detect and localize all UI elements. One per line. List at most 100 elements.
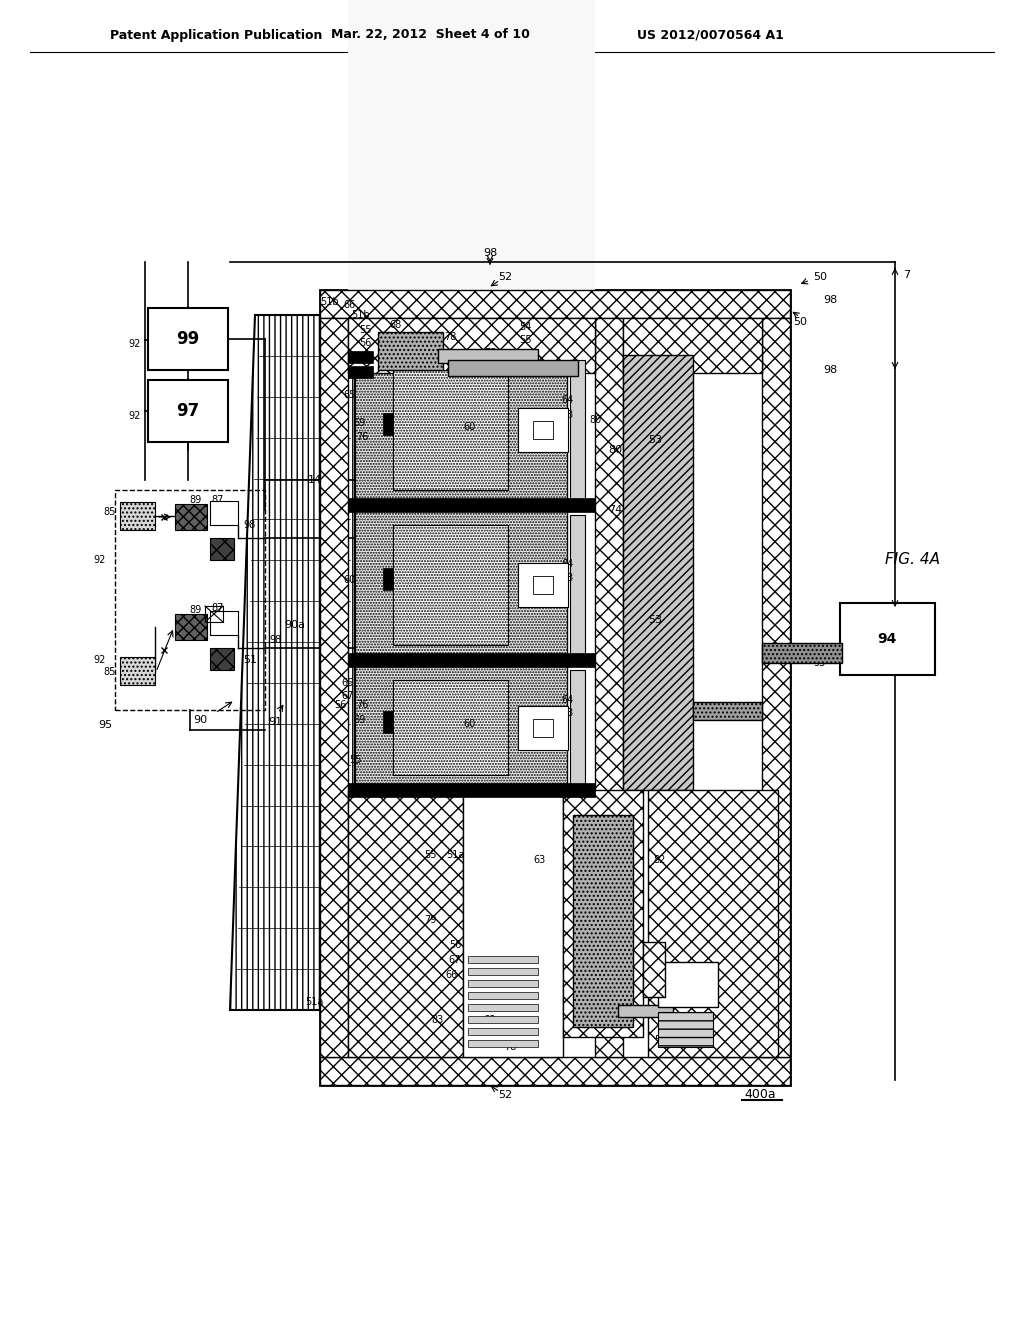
Text: 66: 66 — [445, 970, 458, 979]
Bar — [148, 380, 228, 442]
Bar — [210, 648, 234, 671]
Bar — [468, 956, 538, 964]
Text: 52: 52 — [498, 272, 512, 282]
Polygon shape — [230, 315, 355, 1010]
Bar — [120, 502, 155, 531]
Bar — [348, 0, 595, 355]
Bar — [468, 1016, 538, 1023]
Bar — [348, 351, 373, 363]
Text: 69: 69 — [354, 715, 367, 725]
Text: 76: 76 — [355, 700, 369, 710]
Bar — [175, 504, 207, 531]
Text: 80: 80 — [589, 414, 601, 425]
Text: 56: 56 — [358, 338, 371, 348]
Text: 90a: 90a — [285, 620, 305, 630]
Bar — [840, 603, 935, 675]
Text: 55: 55 — [519, 335, 531, 345]
Bar — [348, 510, 567, 660]
Text: 87: 87 — [212, 603, 224, 612]
Text: 76: 76 — [355, 432, 369, 442]
Text: 81: 81 — [589, 875, 601, 884]
Bar — [468, 993, 538, 999]
Text: 98: 98 — [823, 366, 838, 375]
Bar — [658, 1012, 713, 1047]
Bar — [348, 355, 567, 506]
Text: 55: 55 — [424, 850, 436, 861]
Text: 84: 84 — [624, 1015, 636, 1026]
Text: 54: 54 — [519, 322, 531, 333]
Text: 87: 87 — [212, 495, 224, 506]
Bar — [378, 333, 443, 370]
Bar — [468, 1028, 538, 1035]
Text: 51: 51 — [243, 655, 257, 665]
Text: 53: 53 — [653, 1035, 667, 1045]
Bar — [175, 614, 207, 640]
Text: 92: 92 — [129, 411, 141, 421]
Text: 88: 88 — [212, 627, 224, 638]
Bar — [623, 355, 693, 789]
Bar — [319, 290, 790, 318]
Bar — [348, 665, 567, 789]
Text: 66: 66 — [344, 300, 356, 310]
Text: 80: 80 — [608, 445, 622, 455]
Bar — [348, 366, 373, 378]
Text: 69: 69 — [354, 418, 367, 428]
Bar — [518, 408, 568, 451]
Text: 91: 91 — [268, 717, 282, 727]
Bar — [319, 1057, 790, 1085]
Text: US 2012/0070564 A1: US 2012/0070564 A1 — [637, 29, 784, 41]
Bar — [518, 705, 568, 750]
Text: 64: 64 — [561, 696, 573, 705]
Text: 14: 14 — [308, 475, 323, 484]
Text: 55: 55 — [358, 325, 372, 335]
Text: 56: 56 — [334, 700, 346, 710]
Text: 61: 61 — [539, 420, 551, 430]
Text: 82: 82 — [653, 855, 667, 865]
Text: 97: 97 — [176, 403, 200, 420]
Text: 75: 75 — [483, 348, 497, 358]
Text: 60: 60 — [464, 422, 476, 432]
Bar — [534, 421, 553, 440]
Bar — [762, 643, 842, 663]
Text: 63: 63 — [561, 411, 573, 420]
Text: 98: 98 — [483, 248, 497, 257]
Text: 67: 67 — [342, 690, 354, 701]
Text: 67: 67 — [355, 352, 369, 362]
Text: 7: 7 — [903, 271, 910, 280]
Text: 92: 92 — [129, 339, 141, 348]
Text: 400a: 400a — [744, 1089, 776, 1101]
Text: 60: 60 — [344, 576, 356, 585]
Bar — [468, 979, 538, 987]
Bar — [563, 789, 643, 1038]
Text: 86: 86 — [127, 506, 139, 515]
Text: 95: 95 — [98, 719, 112, 730]
Text: 94a: 94a — [826, 645, 844, 655]
Text: 85: 85 — [103, 667, 116, 677]
Text: 66: 66 — [342, 678, 354, 688]
Text: 85: 85 — [103, 507, 116, 517]
Text: 51b: 51b — [350, 310, 370, 319]
Text: FIG. 4A: FIG. 4A — [885, 553, 940, 568]
Text: 53: 53 — [648, 436, 662, 445]
Bar — [449, 360, 578, 376]
Text: 51a: 51a — [305, 997, 324, 1007]
Text: 78: 78 — [443, 333, 456, 342]
Bar — [570, 671, 585, 785]
Text: 98: 98 — [244, 520, 256, 531]
Text: 63: 63 — [534, 855, 546, 865]
Bar — [348, 653, 595, 667]
Bar — [468, 1040, 538, 1047]
Text: 90: 90 — [193, 715, 207, 725]
Bar — [393, 370, 508, 490]
Bar — [383, 568, 393, 590]
Bar — [210, 611, 238, 635]
Bar — [319, 290, 790, 1085]
Text: 88: 88 — [212, 517, 224, 527]
Text: 53: 53 — [648, 615, 662, 624]
Bar — [120, 657, 155, 685]
Bar — [570, 360, 585, 500]
Text: 89: 89 — [188, 495, 201, 506]
Bar — [148, 308, 228, 370]
Bar — [762, 318, 790, 1057]
Bar — [348, 783, 595, 797]
